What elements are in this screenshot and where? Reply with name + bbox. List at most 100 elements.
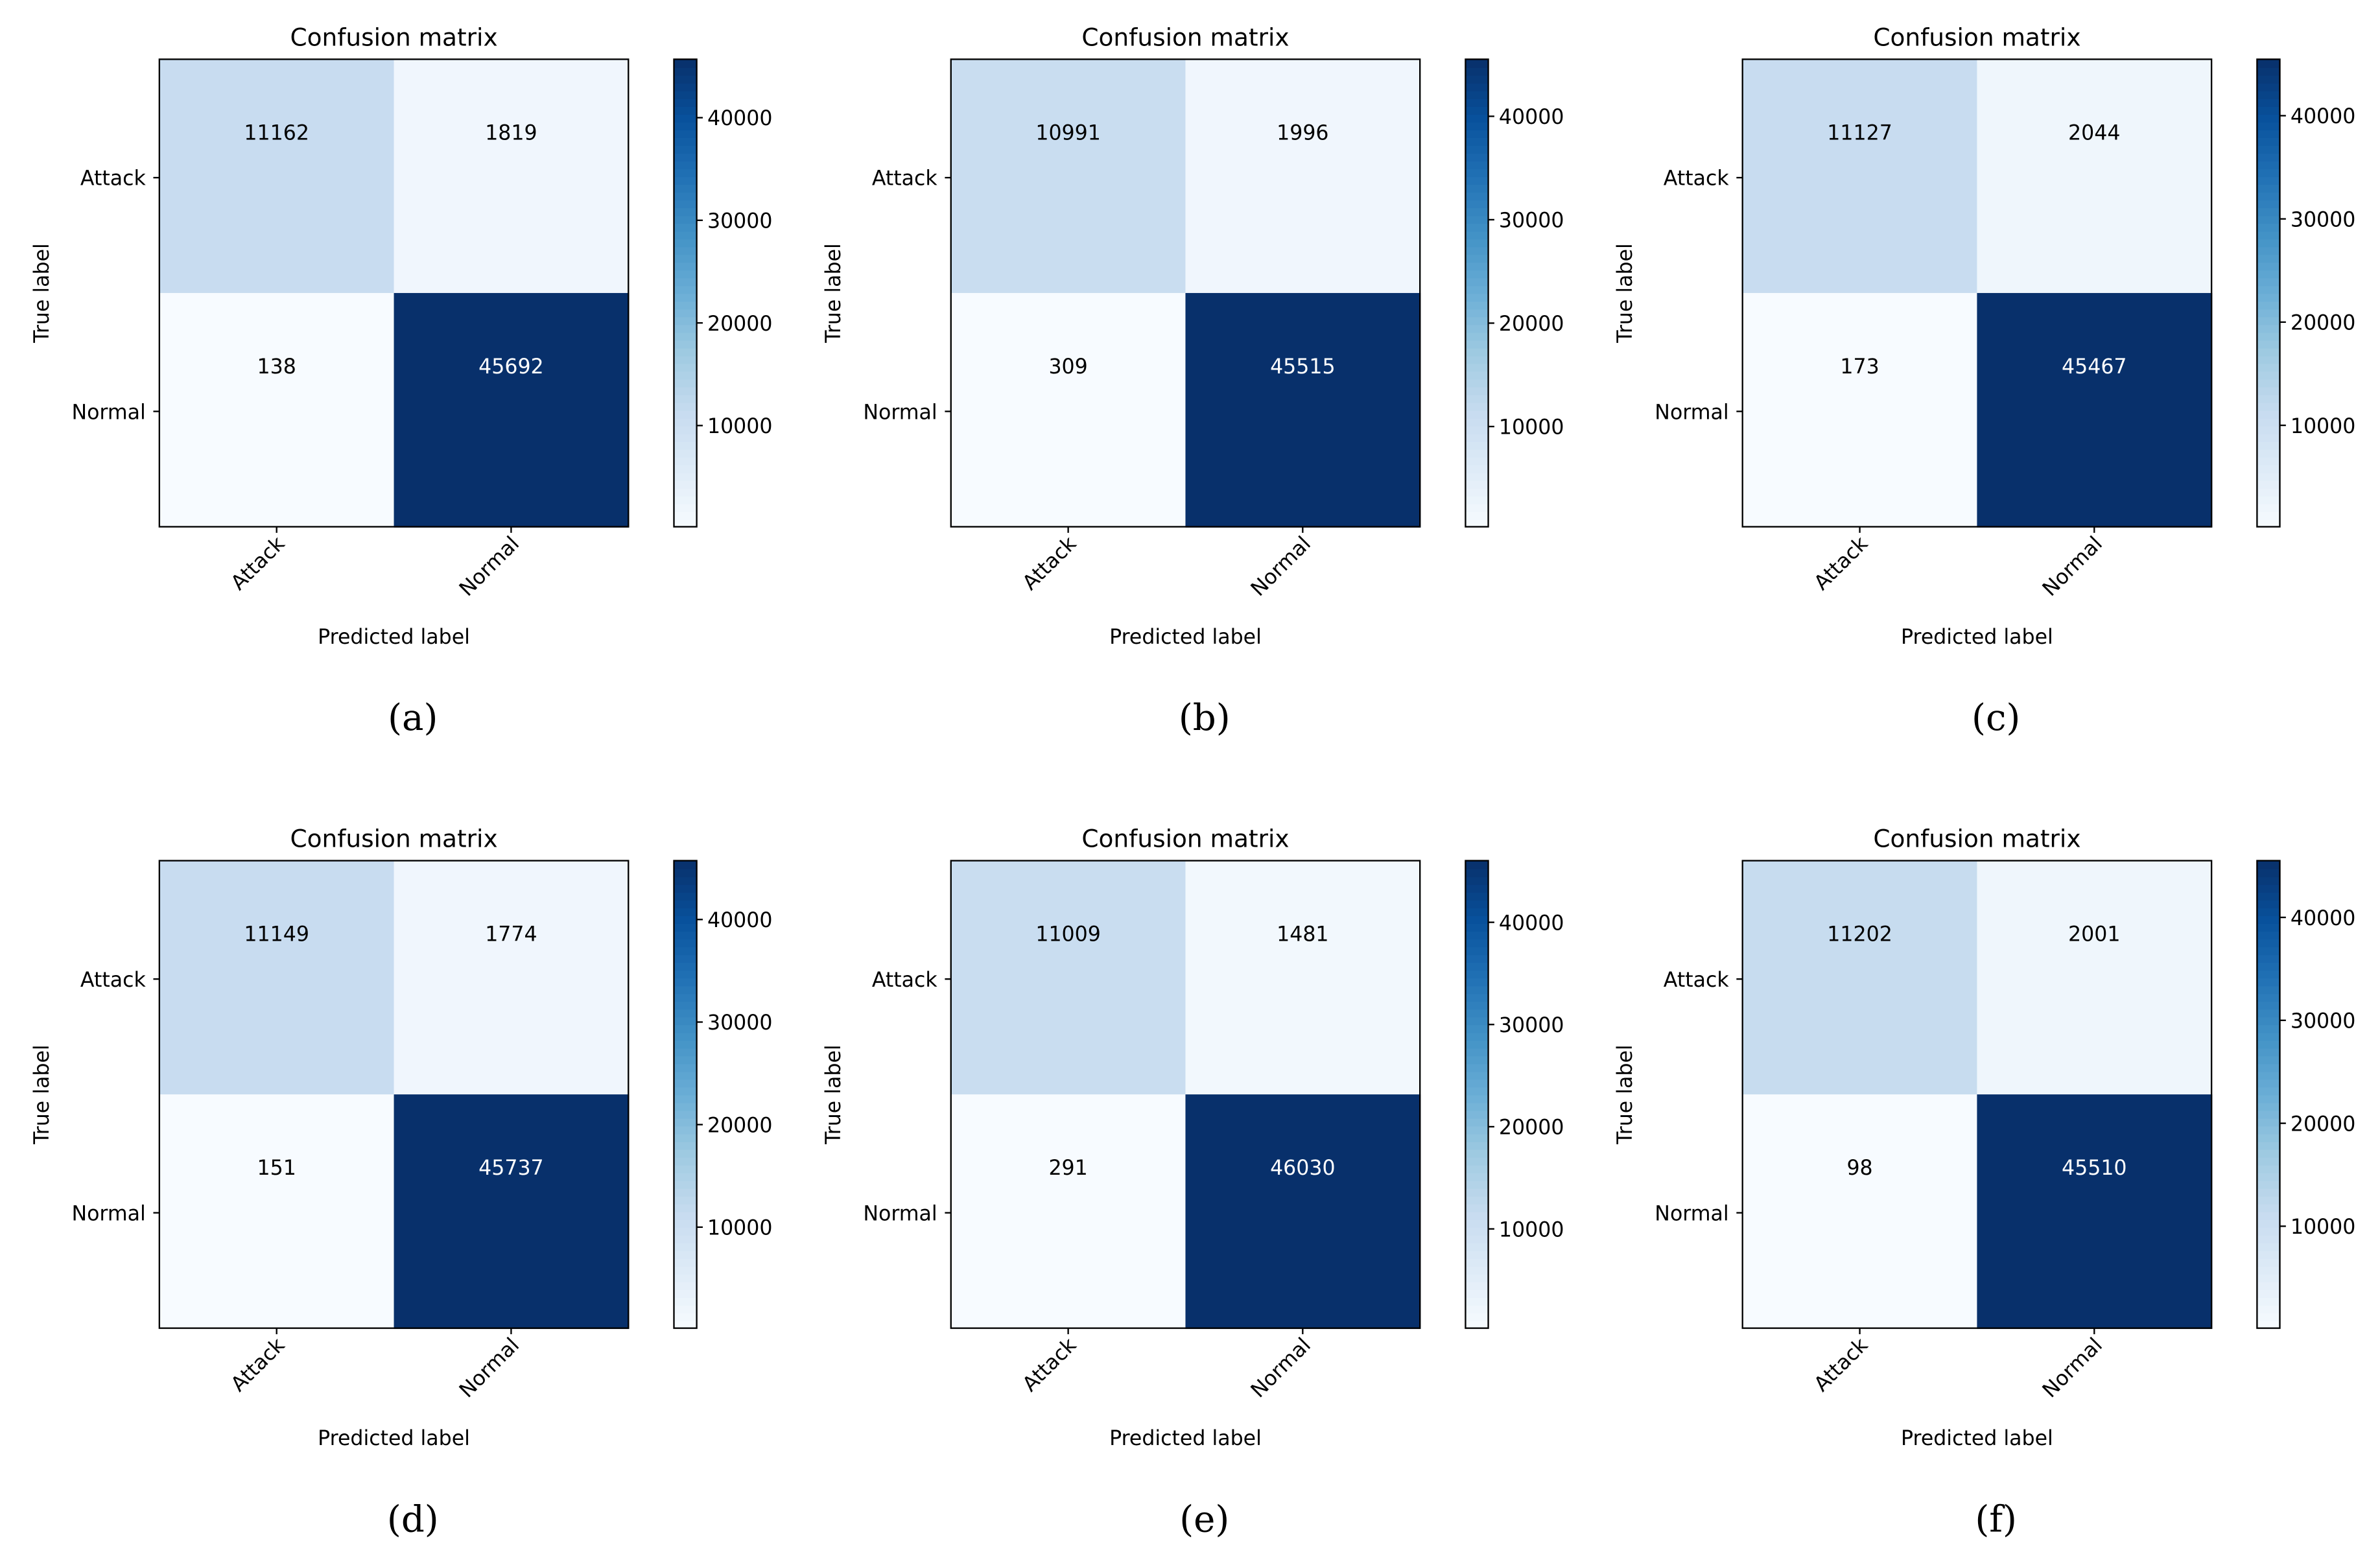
colorbar-tick-label: 30000 <box>707 1011 773 1035</box>
colorbar-segment <box>674 418 697 427</box>
x-tick-label: Attack <box>1809 532 1872 594</box>
colorbar-segment <box>2257 961 2280 971</box>
colorbar-segment <box>2257 1312 2280 1322</box>
colorbar-segment <box>674 82 697 91</box>
colorbar-segment <box>1465 191 1489 201</box>
colorbar-segment <box>1465 363 1489 372</box>
colorbar-segment <box>2257 129 2280 139</box>
colorbar-segment <box>1465 503 1489 512</box>
colorbar-frame <box>2256 58 2281 528</box>
colorbar-segment <box>674 176 697 185</box>
colorbar-segment <box>674 1172 697 1181</box>
colorbar-segment <box>2257 1133 2280 1142</box>
colorbar-segment <box>2257 332 2280 341</box>
colorbar-segment <box>674 379 697 388</box>
colorbar-segment <box>1465 1281 1489 1290</box>
colorbar-segment <box>674 363 697 372</box>
colorbar-segment <box>2257 495 2280 504</box>
colorbar-segment <box>674 386 697 395</box>
colorbar-segment <box>674 277 697 287</box>
colorbar-segment <box>1465 884 1489 893</box>
colorbar-segment <box>2257 1118 2280 1127</box>
colorbar-segment <box>2257 1031 2280 1041</box>
colorbar-segment <box>674 464 697 473</box>
colorbar-tick-label: 10000 <box>2291 415 2356 438</box>
colorbar-frame <box>1465 58 1489 528</box>
colorbar-segment <box>674 876 697 886</box>
matrix-cell <box>394 1094 630 1329</box>
cell-value: 1481 <box>1277 923 1328 947</box>
cell-value: 291 <box>1048 1157 1087 1180</box>
colorbar-segment <box>1465 1039 1489 1049</box>
colorbar-segment <box>674 1304 697 1314</box>
colorbar-segment <box>2257 1039 2280 1049</box>
chart-title: Confusion matrix <box>1873 825 2080 853</box>
colorbar-tick-label: 40000 <box>2291 907 2356 930</box>
colorbar-segment <box>1465 1157 1489 1166</box>
colorbar-segment <box>2257 1180 2280 1189</box>
y-tick-label: Attack <box>80 167 147 191</box>
x-tick-label: Attack <box>1019 1333 1081 1396</box>
colorbar-tick-label: 30000 <box>707 210 773 233</box>
colorbar-segment <box>2257 261 2280 271</box>
colorbar-segment <box>674 308 697 318</box>
colorbar-segment <box>1465 954 1489 963</box>
x-axis-label: Predicted label <box>318 626 470 649</box>
colorbar-segment <box>674 884 697 893</box>
colorbar-frame <box>2256 860 2281 1329</box>
colorbar-segment <box>674 402 697 411</box>
colorbar-segment <box>674 1071 697 1080</box>
confusion-matrix-panel: Confusion matrix 10991 1996 309 45515 Attack N… <box>822 23 1564 739</box>
colorbar-segment <box>2257 1281 2280 1290</box>
colorbar-segment <box>2257 1125 2280 1135</box>
colorbar-segment <box>674 191 697 201</box>
cell-value: 45515 <box>1270 355 1336 379</box>
colorbar-segment <box>1465 969 1489 979</box>
colorbar-segment <box>1465 860 1489 869</box>
cell-value: 45737 <box>478 1157 544 1180</box>
colorbar-segment <box>1465 488 1489 497</box>
colorbar-segment <box>674 347 697 357</box>
colorbar-segment <box>2257 969 2280 979</box>
y-axis-label: True label <box>30 243 54 344</box>
colorbar-segment <box>674 954 697 963</box>
matrix-cell <box>394 860 630 1096</box>
colorbar-segment <box>674 868 697 878</box>
colorbar-segment <box>2257 946 2280 956</box>
colorbar-segment <box>2257 1203 2280 1212</box>
colorbar-segment <box>674 891 697 901</box>
colorbar-segment <box>1465 145 1489 154</box>
colorbar-segment <box>2257 1172 2280 1181</box>
colorbar-segment <box>674 1141 697 1150</box>
colorbar-segment <box>1465 215 1489 224</box>
colorbar-segment <box>674 1063 697 1072</box>
colorbar-segment <box>1465 332 1489 341</box>
colorbar-segment <box>2257 222 2280 232</box>
colorbar-segment <box>1465 129 1489 139</box>
colorbar-segment <box>2257 425 2280 434</box>
colorbar-segment <box>2257 456 2280 465</box>
colorbar-segment <box>1465 495 1489 504</box>
matrix-frame <box>1741 860 2213 1329</box>
colorbar-segment <box>1465 82 1489 91</box>
colorbar-segment <box>1465 1242 1489 1251</box>
colorbar-segment <box>1465 324 1489 333</box>
matrix-cell <box>1977 292 2213 528</box>
colorbar-segment <box>1465 168 1489 178</box>
panel-caption: (a) <box>388 697 438 739</box>
colorbar-tick-label: 30000 <box>2291 1010 2356 1033</box>
cell-value: 1996 <box>1277 122 1328 145</box>
matrix-frame <box>950 58 1421 528</box>
colorbar-segment <box>1465 868 1489 878</box>
cell-value: 2044 <box>2068 122 2120 145</box>
colorbar-segment <box>1465 340 1489 349</box>
colorbar-segment <box>2257 503 2280 512</box>
colorbar-segment <box>1465 1149 1489 1158</box>
colorbar-segment <box>674 1055 697 1065</box>
colorbar-segment <box>2257 1195 2280 1205</box>
colorbar-segment <box>2257 930 2280 940</box>
cell-value: 151 <box>257 1157 296 1180</box>
y-tick-label: Attack <box>80 969 147 992</box>
colorbar-segment <box>674 1211 697 1220</box>
x-tick-label: Attack <box>227 532 290 594</box>
